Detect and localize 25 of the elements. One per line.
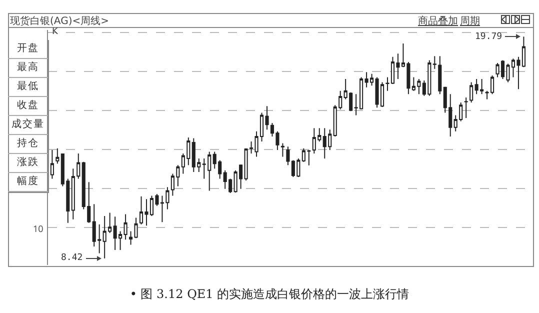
- candlestick: [286, 146, 290, 166]
- text: 幅度: [8, 173, 48, 192]
- annotation: 8.42: [61, 253, 83, 263]
- candlestick: [56, 148, 60, 164]
- candlestick: [438, 56, 442, 95]
- candlestick: [432, 56, 436, 70]
- chart-title: 现货白银(AG)<周线>: [10, 14, 109, 28]
- candlestick: [464, 96, 468, 118]
- candlestick: [280, 142, 284, 158]
- text: 持仓: [8, 135, 48, 154]
- text: 成交量: [8, 116, 48, 135]
- text: 周期: [460, 14, 480, 28]
- text: 开盘: [8, 40, 48, 59]
- text: 商品叠加: [418, 14, 458, 28]
- text: 最低: [8, 78, 48, 97]
- candlestick: [50, 149, 54, 180]
- text: 10: [33, 222, 44, 235]
- candlestick: [124, 214, 128, 240]
- annotation: 19.79: [475, 32, 502, 42]
- annotation: K: [52, 27, 58, 37]
- text: 最高: [8, 59, 48, 78]
- text: • 图 3.12 QE1 的实施造成白银价格的一波上涨行情: [128, 286, 410, 303]
- text: 收盘: [8, 97, 48, 116]
- text: 涨跌: [8, 154, 48, 173]
- candlestick: [470, 82, 474, 104]
